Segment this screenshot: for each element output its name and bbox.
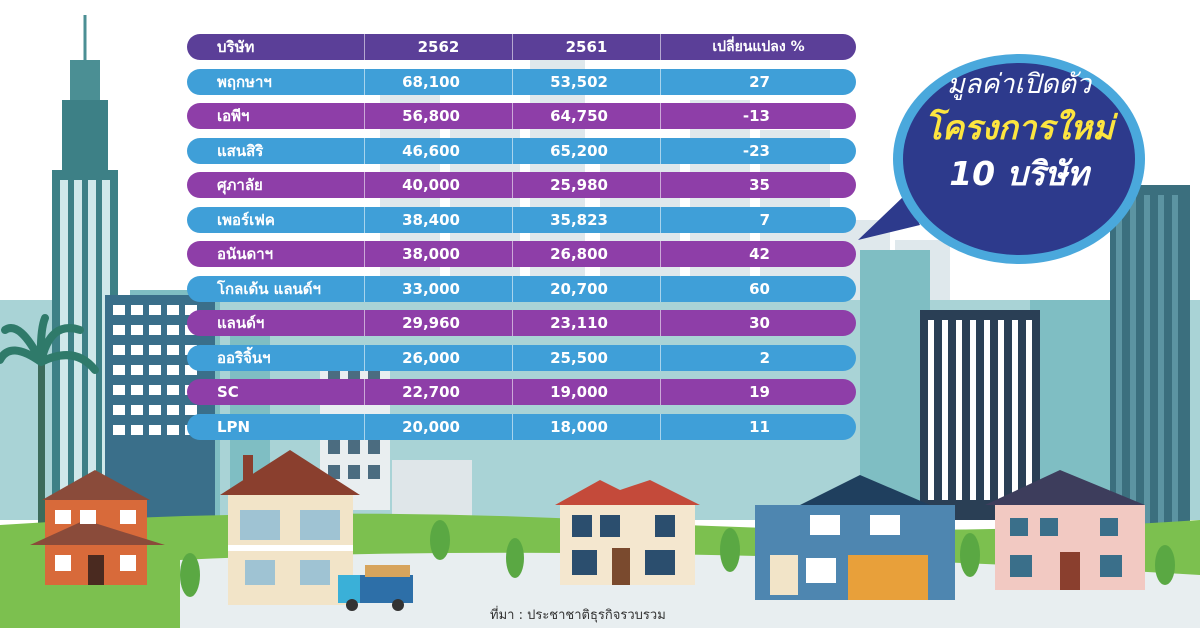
value-2561: 20,700 [513, 275, 661, 302]
table-row: ศุภาลัย 40,000 25,980 35 [187, 172, 856, 198]
company-name: แลนด์ฯ [187, 310, 365, 336]
house-icon [220, 450, 360, 605]
value-2562: 26,000 [365, 344, 513, 371]
value-change: -13 [742, 107, 770, 125]
callout-title: มูลค่าเปิดตัว โครงการใหม่ 10 บริษัท [905, 66, 1133, 196]
value-2562: 33,000 [365, 275, 513, 302]
tree-icon [180, 520, 1175, 597]
value-2561: 19,000 [513, 379, 661, 405]
value-2561: 23,110 [513, 310, 661, 336]
glass-tower-icon [920, 310, 1040, 520]
value-change: 27 [749, 72, 770, 91]
value-2562: 29,960 [365, 310, 513, 336]
header-2561: 2561 [513, 34, 661, 60]
value-2562: 38,400 [365, 206, 513, 233]
value-change: 42 [749, 245, 770, 263]
value-2562: 68,100 [365, 68, 513, 95]
company-name: เอพีฯ [187, 103, 365, 129]
header-company: บริษัท [187, 34, 365, 60]
value-2561: 65,200 [513, 137, 661, 164]
company-name: ศุภาลัย [187, 172, 365, 198]
table-row: LPN 20,000 18,000 11 [187, 413, 856, 440]
value-2561: 26,800 [513, 241, 661, 267]
company-name: อนันดาฯ [187, 241, 365, 267]
company-name: LPN [187, 413, 365, 440]
callout-bubble-icon [858, 54, 1145, 264]
value-2561: 35,823 [513, 206, 661, 233]
callout-line-1: มูลค่าเปิดตัว [946, 69, 1092, 100]
company-name: โกลเด้น แลนด์ฯ [187, 275, 365, 302]
value-change: 2 [759, 348, 770, 367]
table-row: พฤกษาฯ 68,100 53,502 27 [187, 68, 856, 95]
company-name: พฤกษาฯ [187, 68, 365, 95]
skyscraper-right-icon [1110, 185, 1190, 535]
value-2562: 38,000 [365, 241, 513, 267]
value-2561: 64,750 [513, 103, 661, 129]
value-change: 11 [749, 417, 770, 436]
table-row: แสนสิริ 46,600 65,200 -23 [187, 137, 856, 164]
value-change: 35 [749, 176, 770, 194]
value-change: 7 [759, 210, 770, 229]
value-change: 60 [749, 279, 770, 298]
company-name: แสนสิริ [187, 137, 365, 164]
value-2562: 56,800 [365, 103, 513, 129]
value-2562: 46,600 [365, 137, 513, 164]
header-2562: 2562 [365, 34, 513, 60]
value-change: 30 [749, 314, 770, 332]
company-name: SC [187, 379, 365, 405]
value-2562: 20,000 [365, 413, 513, 440]
house-icon [555, 480, 700, 585]
value-2562: 40,000 [365, 172, 513, 198]
table-row: โกลเด้น แลนด์ฯ 33,000 20,700 60 [187, 275, 856, 302]
palm-tree-icon [0, 314, 99, 530]
table-row: เอพีฯ 56,800 64,750 -13 [187, 103, 856, 129]
value-change: 19 [749, 383, 770, 401]
table-row: SC 22,700 19,000 19 [187, 379, 856, 405]
table-row: แลนด์ฯ 29,960 23,110 30 [187, 310, 856, 336]
table-row: ออริจิ้นฯ 26,000 25,500 2 [187, 344, 856, 371]
value-2561: 25,980 [513, 172, 661, 198]
house-icon [985, 470, 1145, 590]
header-change: เปลี่ยนแปลง % [712, 39, 805, 55]
company-name: เพอร์เฟค [187, 206, 365, 233]
table-row: เพอร์เฟค 38,400 35,823 7 [187, 206, 856, 233]
company-name: ออริจิ้นฯ [187, 344, 365, 371]
value-change: -23 [742, 141, 770, 160]
value-2562: 22,700 [365, 379, 513, 405]
callout-line-2: โครงการใหม่ [924, 108, 1114, 147]
callout-line-3: 10 บริษัท [949, 154, 1089, 193]
house-icon [30, 470, 165, 585]
table-row: อนันดาฯ 38,000 26,800 42 [187, 241, 856, 267]
house-icon [755, 475, 955, 600]
value-2561: 18,000 [513, 413, 661, 440]
truck-icon [338, 565, 413, 611]
source-caption: ที่มา : ประชาชาติธุรกิจรวบรวม [490, 608, 666, 623]
value-2561: 25,500 [513, 344, 661, 371]
table-header-row: บริษัท 2562 2561 เปลี่ยนแปลง % [187, 34, 856, 60]
value-2561: 53,502 [513, 68, 661, 95]
